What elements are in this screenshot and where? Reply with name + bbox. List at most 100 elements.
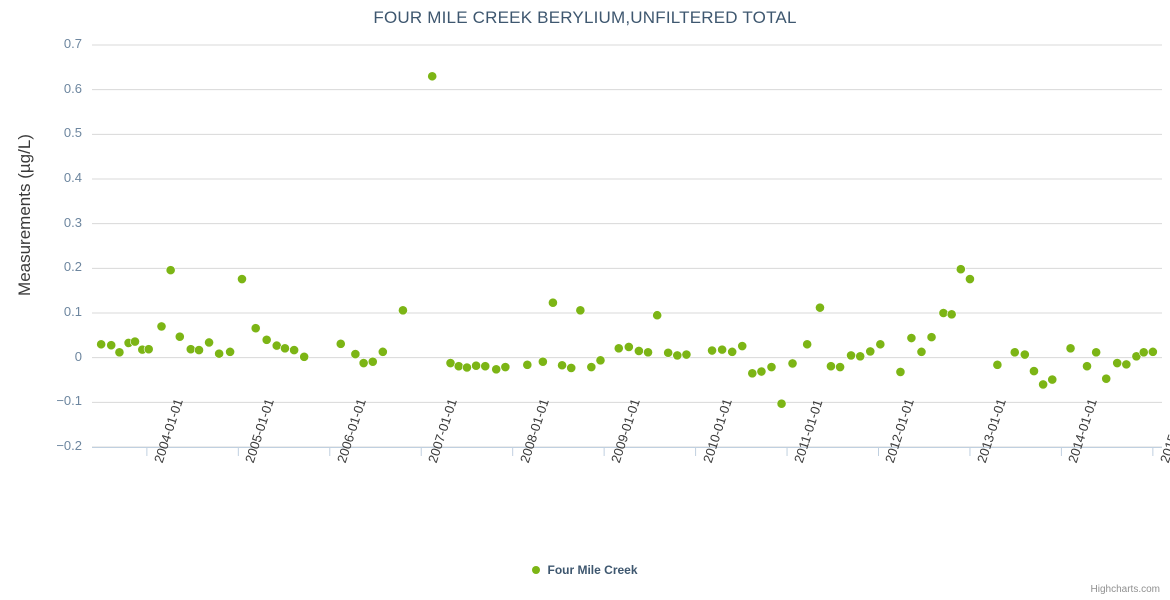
data-point[interactable] [500,362,511,372]
y-axis-tick-label: 0.1 [63,304,82,319]
data-point[interactable] [130,336,140,347]
data-point[interactable] [926,332,937,343]
data-point[interactable] [165,265,176,276]
y-axis-tick-label: 0.7 [63,36,82,51]
data-point[interactable] [427,71,438,82]
data-point[interactable] [1019,349,1030,360]
data-point[interactable] [815,302,825,313]
data-point[interactable] [350,349,361,359]
data-point[interactable] [586,362,597,372]
data-point[interactable] [1047,374,1058,385]
data-point[interactable] [766,362,777,372]
data-point[interactable] [225,346,235,357]
data-point[interactable] [1112,358,1123,368]
data-point[interactable] [916,346,927,357]
data-point[interactable] [955,264,966,275]
data-point[interactable] [595,355,606,366]
data-point[interactable] [194,345,204,355]
chart-legend: Four Mile Creek [0,562,1170,577]
data-point[interactable] [906,333,917,343]
data-point[interactable] [575,305,586,316]
data-point[interactable] [802,339,813,350]
data-point[interactable] [717,344,728,355]
data-point[interactable] [946,309,957,320]
data-point[interactable] [289,345,300,355]
data-point[interactable] [156,321,167,332]
data-point[interactable] [143,344,154,355]
data-point[interactable] [1138,347,1149,358]
data-point[interactable] [491,364,502,375]
data-point[interactable] [204,337,214,348]
data-point[interactable] [174,331,185,342]
data-point[interactable] [335,338,346,349]
data-point[interactable] [1082,361,1092,372]
data-point[interactable] [826,361,836,372]
data-point[interactable] [280,343,290,354]
data-point[interactable] [557,360,567,371]
data-point[interactable] [367,356,378,367]
data-point[interactable] [756,366,767,377]
y-axis-tick-label: 0.6 [63,80,82,96]
data-point[interactable] [663,347,674,358]
data-point[interactable] [846,350,856,361]
data-point[interactable] [462,362,472,373]
data-point[interactable] [1038,379,1049,390]
data-point[interactable] [1009,347,1020,358]
data-point[interactable] [895,367,906,377]
data-point[interactable] [776,398,787,409]
data-point[interactable] [938,308,949,318]
data-point[interactable] [480,361,491,372]
data-point[interactable] [114,347,125,358]
data-point[interactable] [271,340,282,351]
data-point[interactable] [652,310,663,321]
data-point[interactable] [185,344,196,355]
y-axis-tick-label: 0.2 [63,259,82,275]
data-point[interactable] [747,368,758,379]
legend-marker-icon [532,565,541,574]
data-point[interactable] [1091,347,1102,358]
data-point[interactable] [106,340,117,351]
data-point[interactable] [672,350,683,361]
data-point[interactable] [566,363,577,373]
data-point[interactable] [855,351,866,362]
data-point[interactable] [377,346,388,357]
data-point[interactable] [1121,359,1132,370]
data-point[interactable] [835,362,845,372]
data-point[interactable] [548,297,558,308]
data-point[interactable] [250,323,261,334]
y-axis-tick-label: −0.2 [56,438,82,453]
data-point[interactable] [707,345,717,356]
data-point[interactable] [875,339,886,350]
data-point[interactable] [992,359,1003,370]
data-point[interactable] [96,339,107,350]
data-point[interactable] [613,343,624,354]
data-point[interactable] [537,356,548,367]
data-point[interactable] [681,349,692,360]
data-point[interactable] [453,361,464,372]
data-point[interactable] [1147,346,1158,357]
data-point[interactable] [261,334,272,345]
data-point[interactable] [623,342,634,352]
y-axis-tick-label: 0.4 [63,170,82,185]
data-point[interactable] [1065,343,1076,354]
data-point[interactable] [727,346,738,357]
data-point[interactable] [737,341,748,351]
data-point[interactable] [1101,373,1112,384]
data-point[interactable] [237,274,247,284]
data-point[interactable] [445,358,456,368]
data-point[interactable] [299,351,310,362]
data-point[interactable] [522,359,533,370]
data-point[interactable] [965,274,975,284]
data-point[interactable] [471,360,482,371]
legend-item-four-mile-creek[interactable]: Four Mile Creek [532,562,638,577]
data-point[interactable] [787,358,798,369]
data-point[interactable] [1029,366,1039,376]
data-point[interactable] [358,358,369,368]
data-point[interactable] [633,346,644,356]
data-point[interactable] [398,305,408,316]
data-point[interactable] [865,346,876,357]
data-point[interactable] [643,347,653,358]
highcharts-credit-link[interactable]: Highcharts.com [1090,584,1160,595]
data-point[interactable] [214,348,225,359]
y-axis-tick-label: 0.5 [63,125,82,141]
